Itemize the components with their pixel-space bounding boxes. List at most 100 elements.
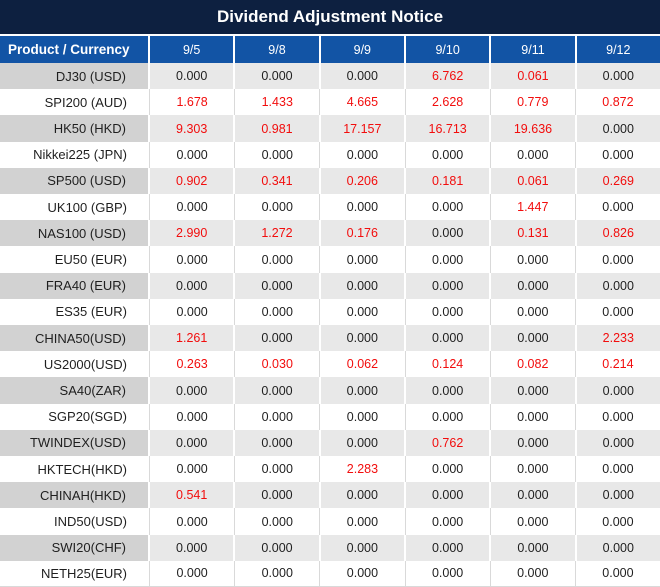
product-cell: UK100 (GBP) bbox=[0, 194, 150, 221]
value-cell: 4.665 bbox=[320, 89, 406, 116]
table-row: EU50 (EUR) 0.000 0.000 0.000 0.000 0.000 0.00… bbox=[0, 246, 660, 273]
value-cell: 0.000 bbox=[575, 298, 660, 326]
value-cell: 0.000 bbox=[576, 377, 660, 404]
value-cell: 0.000 bbox=[490, 298, 576, 326]
value-cell: 0.000 bbox=[575, 560, 660, 587]
product-cell: CHINAH(HKD) bbox=[0, 482, 150, 509]
product-cell: US2000(USD) bbox=[0, 351, 150, 378]
value-cell: 0.000 bbox=[150, 298, 236, 326]
product-cell: SA40(ZAR) bbox=[0, 377, 150, 404]
value-cell: 0.872 bbox=[575, 89, 660, 116]
column-header-date: 9/8 bbox=[235, 36, 321, 63]
product-cell: DJ30 (USD) bbox=[0, 63, 150, 90]
value-cell: 0.000 bbox=[235, 403, 321, 430]
value-cell: 2.628 bbox=[405, 89, 491, 116]
value-cell: 0.000 bbox=[576, 272, 660, 299]
table-row: UK100 (GBP) 0.000 0.000 0.000 0.000 1.447 0.0… bbox=[0, 194, 660, 221]
value-cell: 0.541 bbox=[150, 482, 236, 509]
value-cell: 0.000 bbox=[320, 403, 406, 430]
value-cell: 0.000 bbox=[405, 534, 492, 561]
value-cell: 1.272 bbox=[235, 220, 321, 247]
table-row: US2000(USD) 0.263 0.030 0.062 0.124 0.082 0.2… bbox=[0, 351, 660, 378]
value-cell: 0.000 bbox=[575, 141, 660, 168]
value-cell: 0.000 bbox=[150, 194, 236, 221]
value-cell: 0.000 bbox=[576, 534, 660, 561]
value-cell: 0.000 bbox=[235, 63, 321, 90]
column-header-date: 9/5 bbox=[150, 36, 236, 63]
table-row: SP500 (USD) 0.902 0.341 0.206 0.181 0.061 0.2… bbox=[0, 167, 660, 195]
value-cell: 0.000 bbox=[405, 246, 491, 273]
value-cell: 0.061 bbox=[491, 167, 577, 195]
value-cell: 0.000 bbox=[490, 456, 576, 483]
table-row: SWI20(CHF) 0.000 0.000 0.000 0.000 0.000 0.00… bbox=[0, 534, 660, 561]
value-cell: 0.000 bbox=[575, 194, 660, 221]
value-cell: 0.000 bbox=[235, 482, 321, 509]
product-cell: FRA40 (EUR) bbox=[0, 272, 150, 299]
table-row: NAS100 (USD) 2.990 1.272 0.176 0.000 0.131 0.… bbox=[0, 220, 660, 247]
value-cell: 0.000 bbox=[490, 246, 576, 273]
value-cell: 0.000 bbox=[235, 456, 321, 483]
value-cell: 0.082 bbox=[490, 351, 576, 378]
value-cell: 19.636 bbox=[491, 115, 577, 142]
value-cell: 0.000 bbox=[150, 403, 236, 430]
value-cell: 0.000 bbox=[405, 403, 491, 430]
value-cell: 0.000 bbox=[490, 403, 576, 430]
value-cell: 0.000 bbox=[405, 377, 492, 404]
value-cell: 0.000 bbox=[405, 325, 492, 352]
table-header-row: Product / Currency 9/5 9/8 9/9 9/10 9/11 9/12 bbox=[0, 36, 660, 63]
product-cell: HK50 (HKD) bbox=[0, 115, 150, 142]
product-cell: EU50 (EUR) bbox=[0, 246, 150, 273]
value-cell: 6.762 bbox=[405, 63, 492, 90]
table-row: HK50 (HKD) 9.303 0.981 17.157 16.713 19.636 0… bbox=[0, 115, 660, 142]
table-row: DJ30 (USD) 0.000 0.000 0.000 6.762 0.061 0.00… bbox=[0, 63, 660, 90]
value-cell: 0.000 bbox=[405, 508, 491, 535]
value-cell: 0.000 bbox=[150, 429, 236, 457]
table-row: ES35 (EUR) 0.000 0.000 0.000 0.000 0.000 0.00… bbox=[0, 298, 660, 326]
table-row: IND50(USD) 0.000 0.000 0.000 0.000 0.000 0.00… bbox=[0, 508, 660, 535]
value-cell: 0.000 bbox=[491, 482, 577, 509]
value-cell: 16.713 bbox=[405, 115, 492, 142]
product-cell: TWINDEX(USD) bbox=[0, 429, 150, 457]
value-cell: 0.269 bbox=[576, 167, 660, 195]
value-cell: 0.000 bbox=[320, 482, 406, 509]
value-cell: 0.000 bbox=[575, 403, 660, 430]
table-row: TWINDEX(USD) 0.000 0.000 0.000 0.762 0.000 0.… bbox=[0, 429, 660, 457]
column-header-product: Product / Currency bbox=[0, 36, 150, 63]
table-row: SA40(ZAR) 0.000 0.000 0.000 0.000 0.000 0.000 bbox=[0, 377, 660, 404]
value-cell: 0.000 bbox=[320, 63, 406, 90]
value-cell: 0.000 bbox=[320, 508, 406, 535]
value-cell: 0.000 bbox=[235, 246, 321, 273]
value-cell: 0.000 bbox=[150, 456, 236, 483]
table-row: CHINAH(HKD) 0.541 0.000 0.000 0.000 0.000 0.0… bbox=[0, 482, 660, 509]
value-cell: 1.678 bbox=[150, 89, 236, 116]
value-cell: 0.000 bbox=[405, 220, 492, 247]
value-cell: 1.261 bbox=[150, 325, 236, 352]
value-cell: 0.000 bbox=[150, 534, 236, 561]
value-cell: 0.181 bbox=[405, 167, 492, 195]
value-cell: 0.000 bbox=[235, 194, 321, 221]
value-cell: 0.341 bbox=[235, 167, 321, 195]
value-cell: 0.779 bbox=[490, 89, 576, 116]
value-cell: 0.981 bbox=[235, 115, 321, 142]
value-cell: 0.000 bbox=[576, 482, 660, 509]
value-cell: 0.000 bbox=[405, 482, 492, 509]
value-cell: 0.000 bbox=[150, 246, 236, 273]
value-cell: 2.233 bbox=[576, 325, 660, 352]
value-cell: 1.433 bbox=[235, 89, 321, 116]
value-cell: 0.000 bbox=[320, 429, 406, 457]
value-cell: 0.000 bbox=[491, 534, 577, 561]
value-cell: 0.762 bbox=[405, 429, 492, 457]
value-cell: 0.000 bbox=[235, 141, 321, 168]
value-cell: 0.000 bbox=[320, 298, 406, 326]
product-cell: SPI200 (AUD) bbox=[0, 89, 150, 116]
value-cell: 0.000 bbox=[150, 63, 236, 90]
value-cell: 2.990 bbox=[150, 220, 236, 247]
value-cell: 0.000 bbox=[490, 508, 576, 535]
table-body: DJ30 (USD) 0.000 0.000 0.000 6.762 0.061 0.00… bbox=[0, 63, 660, 587]
value-cell: 0.000 bbox=[150, 272, 236, 299]
value-cell: 0.131 bbox=[491, 220, 577, 247]
value-cell: 0.000 bbox=[576, 63, 660, 90]
value-cell: 0.000 bbox=[491, 325, 577, 352]
value-cell: 0.000 bbox=[405, 194, 491, 221]
